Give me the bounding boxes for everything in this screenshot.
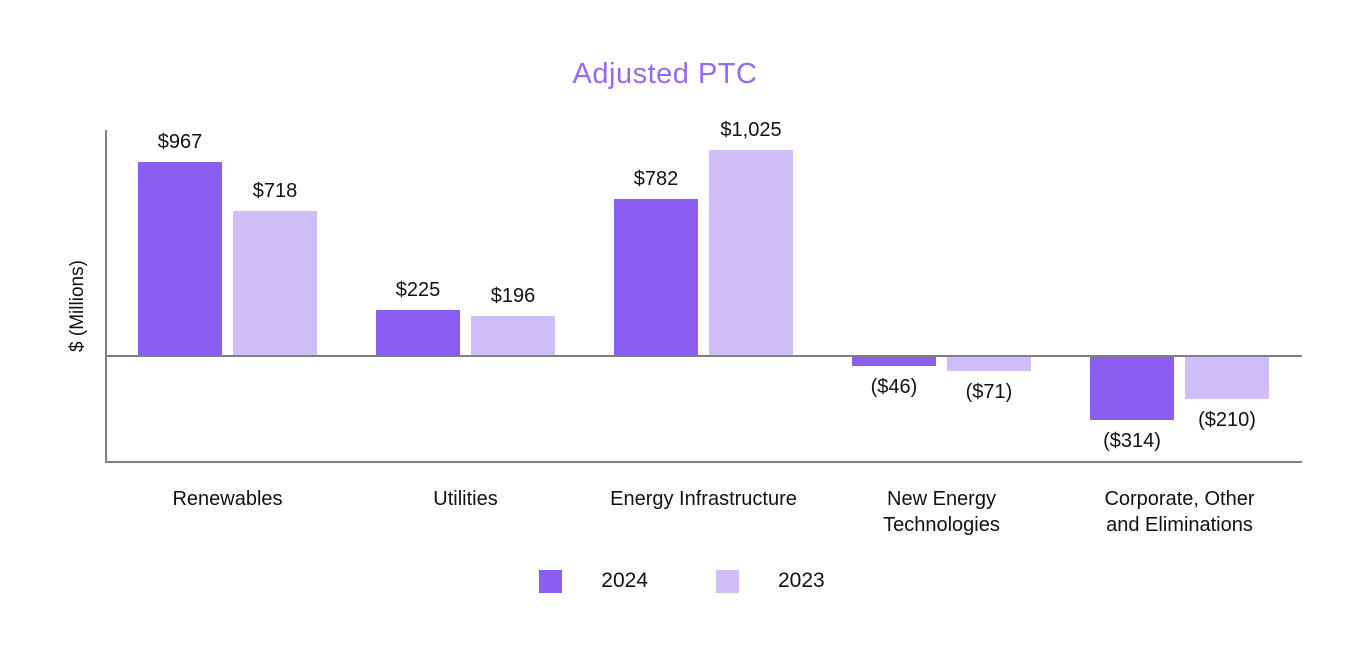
bar-2024-category-1 — [376, 310, 460, 355]
bar-value-label-2024-category-1: $225 — [395, 279, 441, 301]
category-label-0: Renewables — [172, 488, 283, 510]
bar-2024-category-4 — [1090, 357, 1174, 420]
bar-value-label-2023-category-2: $1,025 — [720, 119, 782, 141]
bar-2024-category-0 — [138, 162, 222, 355]
bar-value-label-2023-category-3: ($71) — [965, 381, 1013, 403]
legend-swatch-2024 — [539, 569, 563, 593]
y-axis-label: $ (Millions) — [67, 260, 88, 352]
legend-swatch-2023 — [716, 569, 739, 593]
chart-title: Adjusted PTC — [572, 58, 758, 90]
legend: 2024 2023 — [0, 569, 1364, 593]
bar-2023-category-0 — [233, 211, 317, 355]
bar-2023-category-3 — [947, 357, 1031, 371]
bar-2024-category-3 — [852, 357, 936, 366]
bar-value-label-2024-category-3: ($46) — [870, 376, 918, 398]
x-axis-line — [105, 461, 1302, 463]
bar-value-label-2023-category-0: $718 — [252, 180, 298, 202]
legend-item-2023: 2023 — [716, 569, 825, 593]
category-label-4: Corporate, Other and Eliminations — [1104, 488, 1255, 536]
category-labels: Renewables Utilities Energy Infrastructure… — [105, 486, 1302, 546]
bar-value-label-2024-category-4: ($314) — [1103, 430, 1161, 452]
plot-area: $967 $718 $225 $196 $782 $1,025 ($46) ($71) ($31… — [105, 119, 1302, 463]
category-label-1: Utilities — [433, 488, 498, 510]
legend-label-2023: 2023 — [778, 569, 825, 592]
category-label-2: Energy Infrastructure — [610, 488, 797, 510]
bar-value-label-2024-category-0: $967 — [157, 131, 203, 153]
bar-2023-category-2 — [709, 150, 793, 355]
bar-2023-category-4 — [1185, 357, 1269, 399]
y-axis-line — [105, 130, 107, 463]
category-label-3: New Energy Technologies — [883, 488, 1000, 536]
bar-value-label-2024-category-2: $782 — [633, 168, 679, 190]
legend-item-2024: 2024 — [539, 569, 648, 593]
bar-value-label-2023-category-4: ($210) — [1198, 409, 1256, 431]
bar-2024-category-2 — [614, 199, 698, 355]
zero-baseline — [105, 355, 1302, 357]
legend-label-2024: 2024 — [601, 569, 648, 592]
bar-value-label-2023-category-1: $196 — [490, 285, 536, 307]
bar-2023-category-1 — [471, 316, 555, 355]
